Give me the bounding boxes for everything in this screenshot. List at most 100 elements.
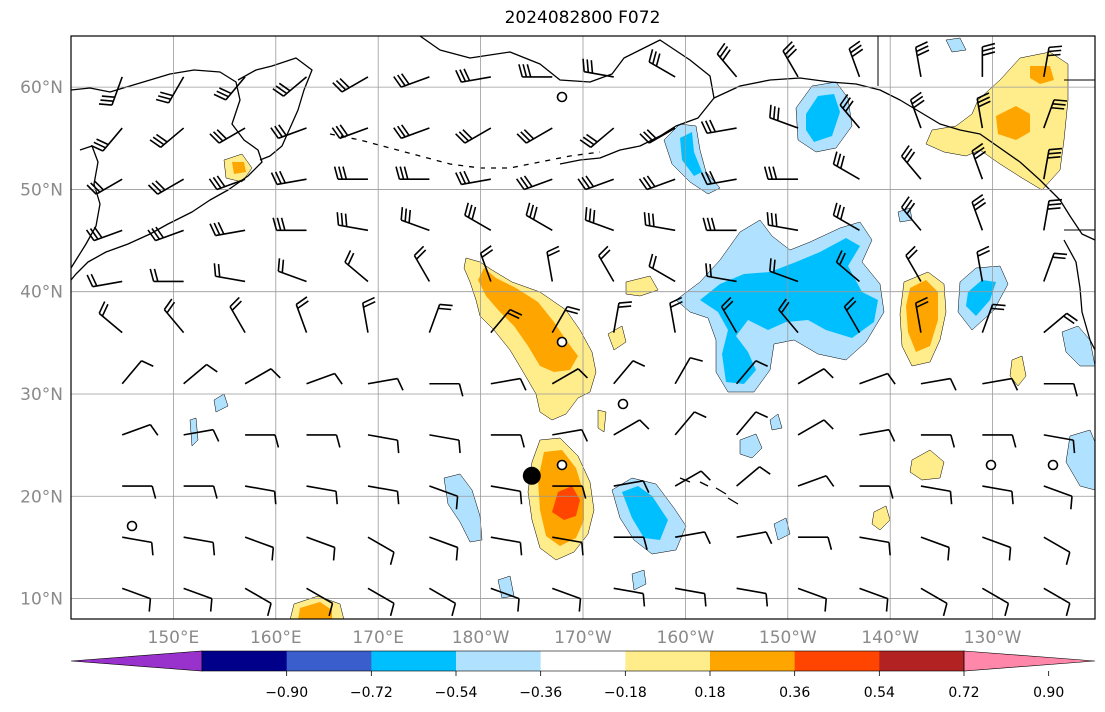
- wind-barb: [736, 466, 771, 487]
- wind-barbs: [85, 40, 1078, 617]
- wind-barb: [982, 536, 1012, 561]
- wind-barb: [859, 485, 894, 499]
- wind-barb: [832, 151, 860, 180]
- colorbar-segment: [371, 651, 457, 671]
- wind-barb: [700, 170, 737, 186]
- wind-barb: [763, 166, 799, 180]
- wind-barb: [244, 485, 277, 505]
- wind-barb: [209, 127, 246, 144]
- wind-barb: [848, 40, 864, 78]
- wind-barb: [769, 258, 799, 283]
- wind-barb: [900, 196, 922, 231]
- positive-region: [871, 505, 891, 531]
- shaded-regions: [189, 37, 1095, 619]
- wind-barb: [705, 263, 737, 283]
- wind-barb: [455, 68, 491, 83]
- wind-barb: [367, 434, 400, 454]
- map-title: 2024082800 F072: [504, 8, 661, 28]
- wind-barb: [306, 485, 338, 505]
- wind-barb: [518, 64, 553, 78]
- wind-barb: [515, 175, 553, 191]
- latitude-label: 10°N: [20, 590, 63, 610]
- positive-region: [909, 449, 945, 481]
- wind-barb: [367, 377, 404, 391]
- wind-barb: [121, 360, 154, 385]
- longitude-label: 150°W: [759, 628, 817, 648]
- wind-barb: [612, 301, 632, 333]
- map-frame: [70, 35, 1096, 620]
- wind-barb: [98, 76, 123, 106]
- wind-barb: [981, 42, 996, 77]
- positive-region: [996, 106, 1030, 140]
- wind-barb: [400, 207, 430, 232]
- wind-barb: [85, 226, 123, 242]
- wind-barb: [244, 368, 281, 385]
- kamchatka-coastline: [237, 57, 313, 161]
- wind-barb: [147, 178, 185, 195]
- wind-barb: [155, 76, 185, 104]
- wind-barb: [1043, 536, 1071, 565]
- wind-barb: [798, 536, 833, 550]
- wind-barb: [1043, 312, 1078, 334]
- wind-barb: [643, 212, 676, 232]
- wind-barb: [920, 434, 956, 448]
- wind-barb: [546, 245, 560, 282]
- wind-barb: [361, 296, 376, 333]
- negative-region: [189, 417, 199, 447]
- colorbar-segment: [625, 651, 711, 671]
- wind-barb: [613, 419, 650, 436]
- wind-barb: [835, 250, 860, 283]
- wind-barb: [797, 368, 834, 385]
- wind-barb: [270, 124, 307, 140]
- wind-barb: [270, 170, 307, 186]
- positive-region: [1030, 66, 1054, 84]
- wind-barb: [121, 587, 152, 612]
- colorbar-segment: [794, 651, 880, 671]
- wind-barb: [336, 212, 369, 232]
- wind-barb: [272, 217, 307, 232]
- wind-barb: [183, 485, 218, 499]
- wind-barb: [428, 587, 457, 617]
- wind-barb: [393, 124, 430, 140]
- colorbar-outline: [201, 650, 965, 672]
- wind-barb: [971, 142, 987, 180]
- wind-barb: [149, 127, 185, 148]
- wind-barb: [700, 119, 737, 135]
- wind-barb: [720, 296, 738, 334]
- wind-barb: [183, 428, 220, 442]
- negative-region: [966, 280, 996, 316]
- colorbar-min-extension: [70, 650, 203, 672]
- wind-barb: [982, 434, 1017, 448]
- wind-barb: [306, 536, 336, 561]
- wind-barb: [367, 485, 400, 505]
- colorbar-tick-label: −0.90: [265, 685, 308, 701]
- wind-barb: [306, 372, 343, 385]
- wind-barb: [490, 536, 523, 556]
- negative-region: [945, 37, 967, 53]
- wind-barb: [464, 202, 492, 232]
- latitude-label: 30°N: [20, 385, 63, 405]
- wind-barb: [769, 104, 799, 129]
- japan-coastline: [71, 145, 101, 269]
- wind-barb: [1043, 485, 1073, 510]
- wind-barb: [613, 587, 646, 607]
- asia-coastline: [71, 69, 263, 281]
- calm-circle: [985, 459, 997, 471]
- wind-barb: [613, 360, 646, 385]
- wind-barb: [638, 175, 676, 191]
- wind-barb: [344, 250, 369, 283]
- wind-barb: [735, 360, 769, 385]
- negative-region: [773, 517, 791, 541]
- longitude-label: 130°W: [964, 628, 1022, 648]
- colorbar-tick-label: −0.36: [519, 685, 562, 701]
- wind-barb: [577, 175, 614, 191]
- wind-barb: [367, 536, 395, 565]
- wind-barb: [525, 202, 553, 232]
- wind-barb: [306, 587, 334, 617]
- positive-region: [478, 268, 578, 372]
- wind-barb: [1043, 587, 1071, 617]
- gridlines: [71, 36, 1095, 619]
- negative-region: [769, 413, 783, 431]
- wind-barb: [490, 485, 523, 505]
- wind-barb: [490, 308, 523, 334]
